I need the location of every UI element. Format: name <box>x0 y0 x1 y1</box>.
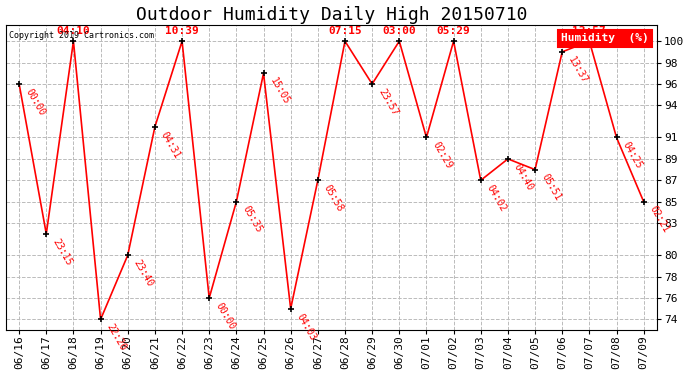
Text: 13:37: 13:37 <box>566 55 590 85</box>
Text: 04:25: 04:25 <box>621 140 644 171</box>
Text: 02:21: 02:21 <box>648 204 671 235</box>
Text: 07:15: 07:15 <box>328 26 362 36</box>
Text: 23:40: 23:40 <box>132 258 155 288</box>
Text: 04:02: 04:02 <box>485 183 509 213</box>
Text: 23:57: 23:57 <box>376 87 400 117</box>
Text: 22:20: 22:20 <box>105 322 128 352</box>
Text: 03:00: 03:00 <box>382 26 416 36</box>
Text: 05:51: 05:51 <box>539 172 562 203</box>
Text: 00:00: 00:00 <box>23 87 47 117</box>
Text: 05:35: 05:35 <box>241 204 264 235</box>
Text: 05:29: 05:29 <box>437 26 471 36</box>
Legend: Humidity  (%): Humidity (%) <box>558 30 652 46</box>
Text: 23:15: 23:15 <box>50 237 74 267</box>
Text: 04:31: 04:31 <box>159 130 182 160</box>
Text: 00:00: 00:00 <box>213 301 237 331</box>
Text: 02:29: 02:29 <box>431 140 454 171</box>
Text: 04:03: 04:03 <box>295 312 318 342</box>
Text: 04:40: 04:40 <box>512 162 535 192</box>
Text: 05:58: 05:58 <box>322 183 345 213</box>
Title: Outdoor Humidity Daily High 20150710: Outdoor Humidity Daily High 20150710 <box>136 6 527 24</box>
Text: 15:05: 15:05 <box>268 76 291 106</box>
Text: 04:10: 04:10 <box>57 26 90 36</box>
Text: 13:57: 13:57 <box>573 26 607 36</box>
Text: Copyright 2019 Cartronics.com: Copyright 2019 Cartronics.com <box>9 31 154 40</box>
Text: 10:39: 10:39 <box>165 26 199 36</box>
